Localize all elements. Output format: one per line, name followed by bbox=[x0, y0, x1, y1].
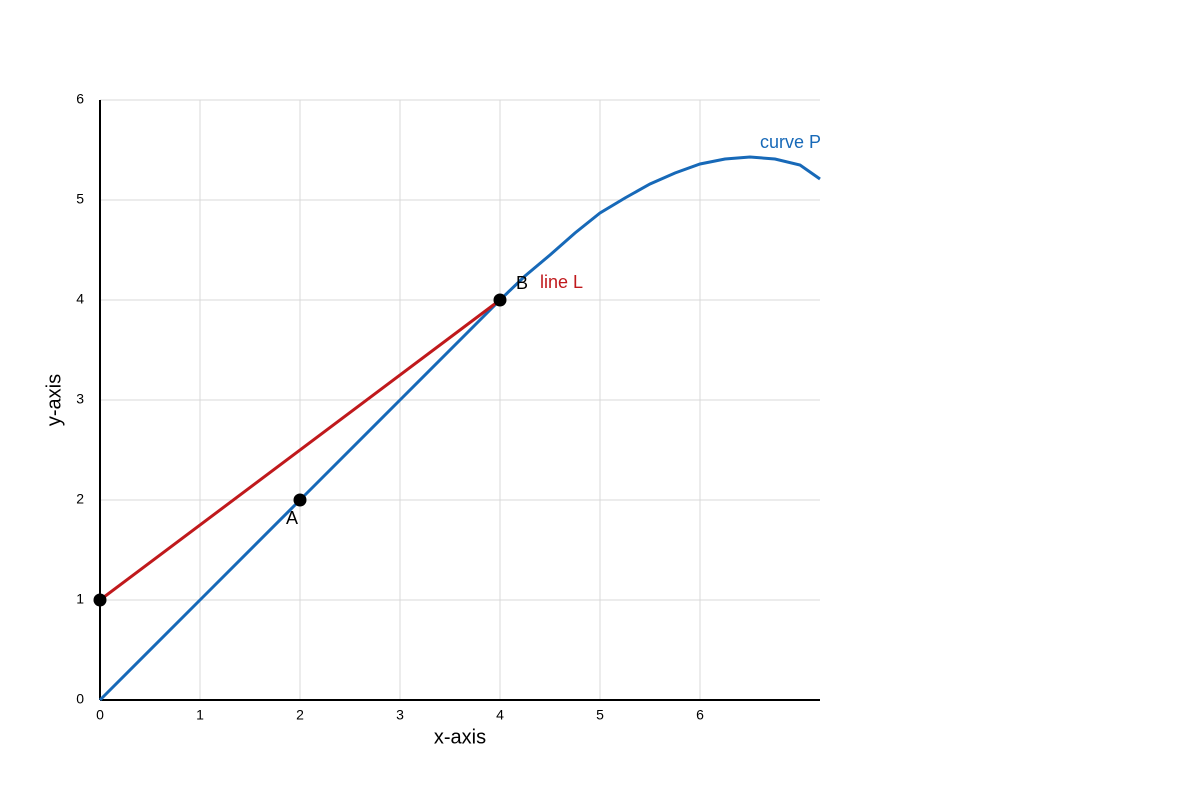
x-tick-label: 5 bbox=[596, 707, 604, 723]
series-label: line L bbox=[540, 272, 583, 292]
y-axis-label: y-axis bbox=[43, 374, 65, 426]
series-line bbox=[99, 298, 501, 602]
y-tick-label: 3 bbox=[76, 391, 84, 407]
point-label: A bbox=[286, 508, 298, 528]
point bbox=[93, 593, 107, 607]
x-tick-label: 6 bbox=[696, 707, 704, 723]
series-line bbox=[98, 155, 821, 702]
y-tick-label: 5 bbox=[76, 191, 84, 207]
x-tick-label: 3 bbox=[396, 707, 404, 723]
y-tick-label: 0 bbox=[76, 691, 84, 707]
point bbox=[293, 493, 307, 507]
x-axis-label: x-axis bbox=[434, 726, 486, 748]
y-tick-label: 1 bbox=[76, 591, 84, 607]
x-tick-label: 2 bbox=[296, 707, 304, 723]
x-tick-label: 1 bbox=[196, 707, 204, 723]
y-tick-label: 2 bbox=[76, 491, 84, 507]
x-tick-label: 4 bbox=[496, 707, 504, 723]
series-label: curve P bbox=[760, 132, 821, 152]
y-tick-label: 4 bbox=[76, 291, 84, 307]
y-tick-label: 6 bbox=[76, 91, 84, 107]
point bbox=[493, 293, 507, 307]
x-tick-label: 0 bbox=[96, 707, 104, 723]
point-label: B bbox=[516, 273, 528, 293]
